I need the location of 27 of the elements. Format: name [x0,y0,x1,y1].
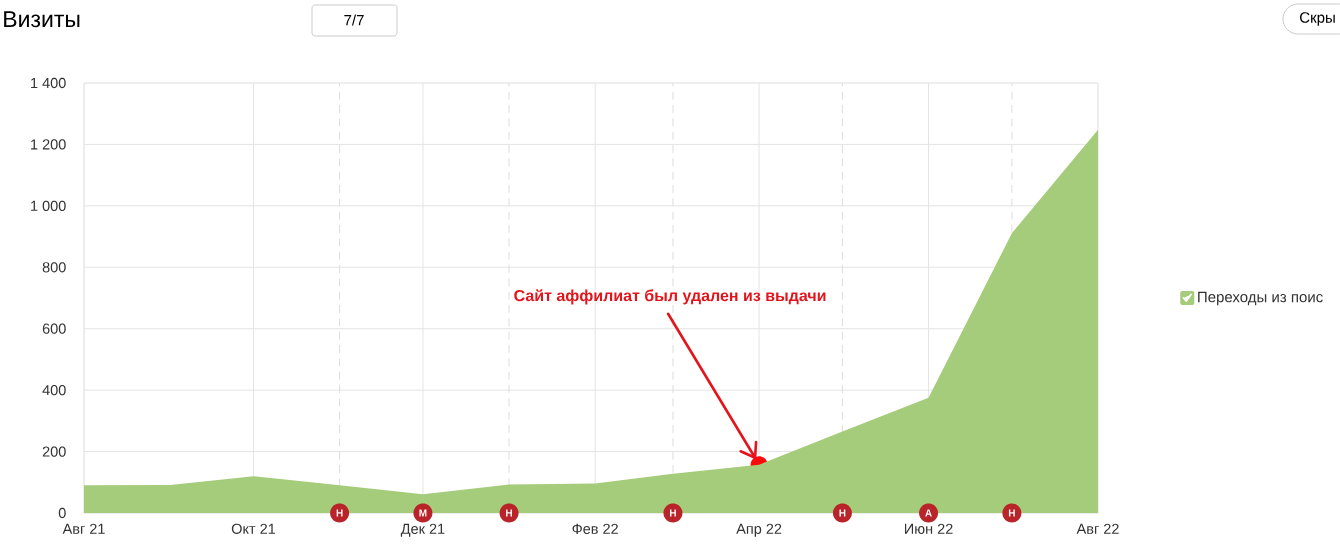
x-tick-label: Окт 21 [231,523,276,534]
x-tick-label: Дек 21 [400,523,445,537]
annotation: Н [336,509,343,517]
y-tick-label: 800 [42,262,66,273]
annotation: Н [670,509,676,517]
x-tick-label: Июн 22 [904,523,953,534]
annotation: Сайт аффилиат был удален из выдачи [514,289,826,305]
annotation: Н [506,509,512,517]
y-tick-label: 1 000 [31,200,66,211]
y-tick-label: 400 [42,384,66,396]
y-tick-label: 1 400 [31,77,66,89]
x-tick-label: Апр 22 [736,523,782,537]
x-tick-label: Фев 22 [572,523,618,534]
text: Скры [1300,12,1335,26]
x-tick-label: Авг 21 [62,523,105,534]
annotation: М [419,509,427,517]
y-tick-label: 200 [42,446,66,457]
y-tick-label: 0 [58,507,66,519]
text: 7/7 [344,14,364,26]
legend-label: Переходы из поис [1198,291,1323,306]
chart-title: Визиты [4,11,80,28]
annotation: Н [1008,509,1015,517]
annotation: Н [839,509,846,517]
y-tick-label: 1 200 [31,139,66,150]
x-tick-label: Авг 22 [1076,523,1119,534]
annotation: А [925,509,932,517]
y-tick-label: 600 [42,323,66,334]
